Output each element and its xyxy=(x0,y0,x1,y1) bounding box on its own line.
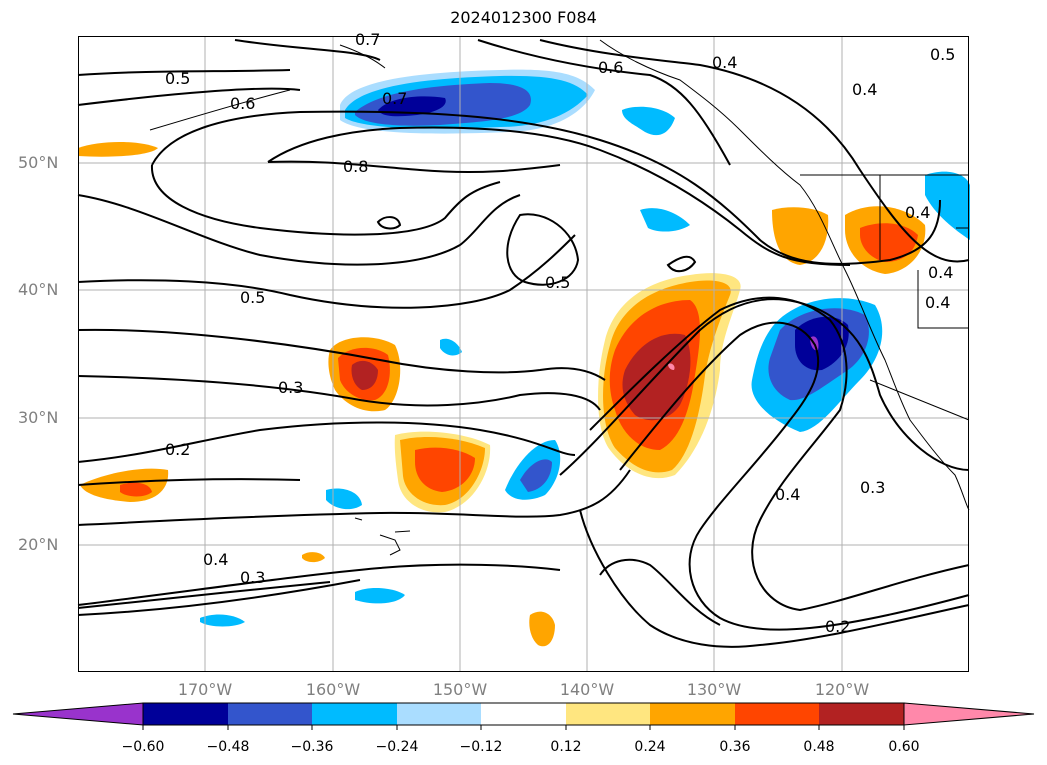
contour-label: 0.7 xyxy=(382,89,407,108)
contour-label: 0.4 xyxy=(852,80,877,99)
contour-label: 0.2 xyxy=(165,440,190,459)
contour-label: 0.3 xyxy=(278,378,303,397)
colorbar-tick-label: 0.36 xyxy=(719,739,751,755)
colorbar-tick-label: −0.48 xyxy=(206,739,250,755)
colorbar-tick-label: −0.36 xyxy=(290,739,334,755)
lon-label: 130°W xyxy=(686,680,742,699)
colorbar-swatch xyxy=(12,702,144,726)
colorbar-tick-label: 0.60 xyxy=(888,739,920,755)
colorbar-swatch xyxy=(819,703,904,725)
graticule xyxy=(78,36,969,672)
contour-label: 0.7 xyxy=(355,30,380,49)
contour-label: 0.5 xyxy=(545,273,570,292)
colorbar-swatch xyxy=(228,703,312,725)
contour-label: 0.2 xyxy=(825,617,850,636)
contour-label: 0.5 xyxy=(240,288,265,307)
colorbar-swatch xyxy=(312,703,397,725)
contour-label: 0.4 xyxy=(203,550,228,569)
contour-label: 0.4 xyxy=(928,263,953,282)
coastlines xyxy=(149,39,970,556)
colorbar-tick-label: 0.12 xyxy=(550,739,582,755)
colorbar-swatch xyxy=(735,703,819,725)
contour-label: 0.3 xyxy=(860,478,885,497)
contour-label: 0.4 xyxy=(925,293,950,312)
contour-label: 0.6 xyxy=(230,94,255,113)
contour-label: 0.4 xyxy=(775,485,800,504)
lon-label: 120°W xyxy=(814,680,870,699)
lon-label: 160°W xyxy=(305,680,361,699)
contour-label: 0.4 xyxy=(712,53,737,72)
lat-label: 20°N xyxy=(18,535,59,554)
colorbar-tick-label: −0.12 xyxy=(459,739,503,755)
lon-label: 170°W xyxy=(177,680,233,699)
lon-label: 140°W xyxy=(559,680,615,699)
colorbar xyxy=(12,702,1035,730)
colorbar-tick-label: 0.48 xyxy=(803,739,835,755)
lat-label: 40°N xyxy=(18,280,59,299)
lat-label: 50°N xyxy=(18,153,59,172)
colorbar-swatch xyxy=(566,703,650,725)
colorbar-swatch xyxy=(903,702,1035,726)
contour-label: 0.8 xyxy=(343,157,368,176)
map-frame xyxy=(78,36,969,672)
colorbar-tick-label: −0.24 xyxy=(375,739,419,755)
contour-label: 0.3 xyxy=(240,568,265,587)
anomaly-fills xyxy=(78,69,970,647)
map-title: 2024012300 F084 xyxy=(450,8,597,27)
contour-label: 0.6 xyxy=(598,58,623,77)
contour-label: 0.5 xyxy=(930,45,955,64)
lon-label: 150°W xyxy=(432,680,488,699)
colorbar-swatch xyxy=(397,703,481,725)
contour-lines xyxy=(77,39,970,648)
colorbar-swatch xyxy=(481,703,566,725)
colorbar-swatch xyxy=(650,703,735,725)
lat-label: 30°N xyxy=(18,408,59,427)
contour-label: 0.4 xyxy=(905,203,930,222)
contour-label: 0.5 xyxy=(165,69,190,88)
colorbar-tick-label: −0.60 xyxy=(121,739,165,755)
contour-label-group: 0.7 0.5 0.6 0.7 0.6 0.4 0.5 0.4 0.8 0.4 … xyxy=(165,30,955,636)
colorbar-outline xyxy=(142,702,905,726)
colorbar-tick-label: 0.24 xyxy=(634,739,666,755)
colorbar-swatch xyxy=(143,703,228,725)
